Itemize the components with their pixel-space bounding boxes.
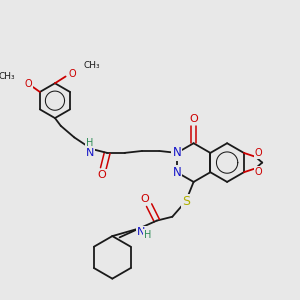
Text: O: O [141, 194, 150, 204]
Text: O: O [255, 148, 262, 158]
Text: O: O [189, 114, 198, 124]
Text: O: O [97, 170, 106, 180]
Text: N: N [85, 148, 94, 158]
Text: O: O [69, 69, 76, 79]
Text: N: N [137, 227, 146, 237]
Text: H: H [86, 138, 94, 148]
Text: O: O [255, 167, 262, 177]
Text: S: S [182, 195, 190, 208]
Text: N: N [172, 166, 181, 179]
Text: CH₃: CH₃ [0, 72, 15, 81]
Text: H: H [144, 230, 152, 240]
Text: CH₃: CH₃ [83, 61, 100, 70]
Text: N: N [172, 146, 181, 159]
Text: O: O [25, 79, 32, 89]
